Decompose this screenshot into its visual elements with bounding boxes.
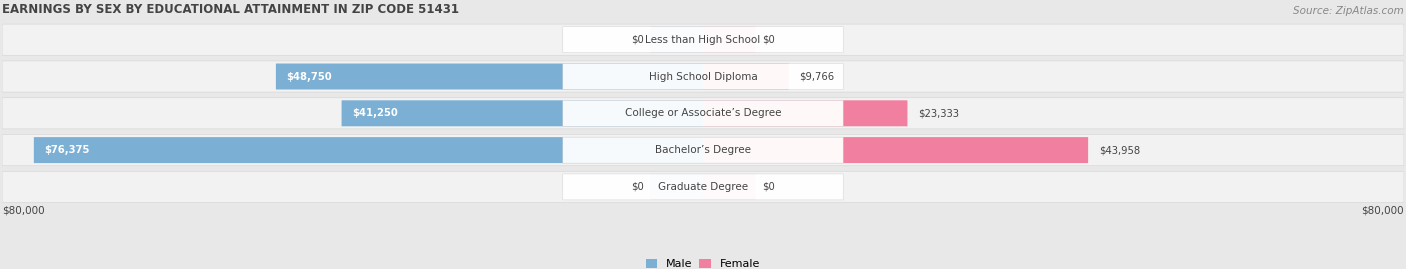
FancyBboxPatch shape: [276, 63, 703, 90]
Text: Graduate Degree: Graduate Degree: [658, 182, 748, 192]
Text: $23,333: $23,333: [918, 108, 959, 118]
Text: College or Associate’s Degree: College or Associate’s Degree: [624, 108, 782, 118]
FancyBboxPatch shape: [1, 61, 1405, 92]
FancyBboxPatch shape: [562, 27, 844, 53]
Text: $9,766: $9,766: [799, 72, 834, 82]
FancyBboxPatch shape: [342, 100, 703, 126]
Text: $43,958: $43,958: [1098, 145, 1140, 155]
Text: $80,000: $80,000: [1, 206, 45, 216]
FancyBboxPatch shape: [651, 27, 703, 53]
FancyBboxPatch shape: [651, 174, 703, 200]
Text: $0: $0: [762, 35, 775, 45]
FancyBboxPatch shape: [562, 174, 844, 200]
FancyBboxPatch shape: [34, 137, 703, 163]
Text: EARNINGS BY SEX BY EDUCATIONAL ATTAINMENT IN ZIP CODE 51431: EARNINGS BY SEX BY EDUCATIONAL ATTAINMEN…: [1, 3, 460, 16]
Text: $41,250: $41,250: [352, 108, 398, 118]
Text: $76,375: $76,375: [45, 145, 90, 155]
Text: Bachelor’s Degree: Bachelor’s Degree: [655, 145, 751, 155]
Text: $0: $0: [762, 182, 775, 192]
FancyBboxPatch shape: [703, 100, 907, 126]
FancyBboxPatch shape: [1, 134, 1405, 166]
FancyBboxPatch shape: [1, 171, 1405, 203]
Text: $80,000: $80,000: [1361, 206, 1405, 216]
Text: Less than High School: Less than High School: [645, 35, 761, 45]
Text: High School Diploma: High School Diploma: [648, 72, 758, 82]
FancyBboxPatch shape: [1, 24, 1405, 55]
FancyBboxPatch shape: [703, 63, 789, 90]
FancyBboxPatch shape: [703, 27, 755, 53]
FancyBboxPatch shape: [703, 137, 1088, 163]
FancyBboxPatch shape: [1, 98, 1405, 129]
Legend: Male, Female: Male, Female: [647, 259, 759, 269]
FancyBboxPatch shape: [562, 63, 844, 90]
FancyBboxPatch shape: [703, 174, 755, 200]
FancyBboxPatch shape: [562, 137, 844, 163]
Text: $48,750: $48,750: [287, 72, 332, 82]
Text: $0: $0: [631, 182, 644, 192]
FancyBboxPatch shape: [562, 100, 844, 126]
Text: Source: ZipAtlas.com: Source: ZipAtlas.com: [1294, 6, 1405, 16]
Text: $0: $0: [631, 35, 644, 45]
